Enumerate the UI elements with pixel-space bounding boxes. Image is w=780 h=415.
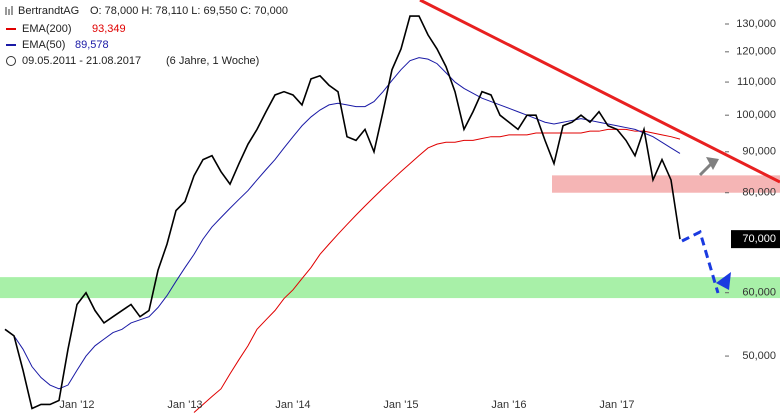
chart-icon: [5, 6, 13, 15]
zone: [0, 277, 780, 299]
y-tick-label: 60,000: [742, 287, 776, 299]
y-tick-label: 80,000: [742, 187, 776, 199]
x-tick-label: Jan '17: [599, 399, 634, 411]
header: BertrandtAG O: 78,000 H: 78,110 L: 69,55…: [5, 5, 288, 67]
up-arrow-head: [706, 157, 719, 170]
last-price-box: [731, 230, 780, 249]
series-line: [4, 15, 681, 410]
zone: [552, 175, 780, 193]
trend-line: [419, 0, 780, 184]
x-tick-label: Jan '13: [167, 399, 202, 411]
x-tick-label: Jan '12: [59, 399, 94, 411]
y-tick-label: 110,000: [737, 76, 776, 88]
series-line: [4, 57, 681, 390]
y-tick-label: 120,000: [736, 46, 776, 58]
y-tick-label: 50,000: [742, 350, 776, 362]
x-tick-label: Jan '14: [275, 399, 310, 411]
forecast-arrow: [681, 229, 720, 294]
legend-value: 93,349: [92, 23, 126, 35]
forecast-arrow-head: [716, 272, 731, 290]
ohlc: O: 78,000 H: 78,110 L: 69,550 C: 70,000: [90, 5, 288, 17]
last-price-label: 70,000: [742, 233, 776, 245]
legend-label: EMA(200): [22, 23, 72, 35]
y-tick-label: 100,000: [736, 109, 776, 121]
chart-title: BertrandtAG: [18, 5, 79, 17]
x-tick-label: Jan '15: [383, 399, 418, 411]
legend-label: EMA(50): [22, 39, 65, 51]
legend-value: 89,578: [75, 39, 109, 51]
clock-icon: [6, 56, 16, 66]
period: 09.05.2011 - 21.08.2017: [22, 55, 141, 67]
period-note: (6 Jahre, 1 Woche): [166, 55, 259, 67]
y-tick-label: 130,000: [736, 18, 776, 30]
x-tick-label: Jan '16: [491, 399, 526, 411]
y-tick-label: 90,000: [742, 146, 776, 158]
up-arrow: [698, 161, 714, 177]
series-line: [193, 128, 681, 413]
